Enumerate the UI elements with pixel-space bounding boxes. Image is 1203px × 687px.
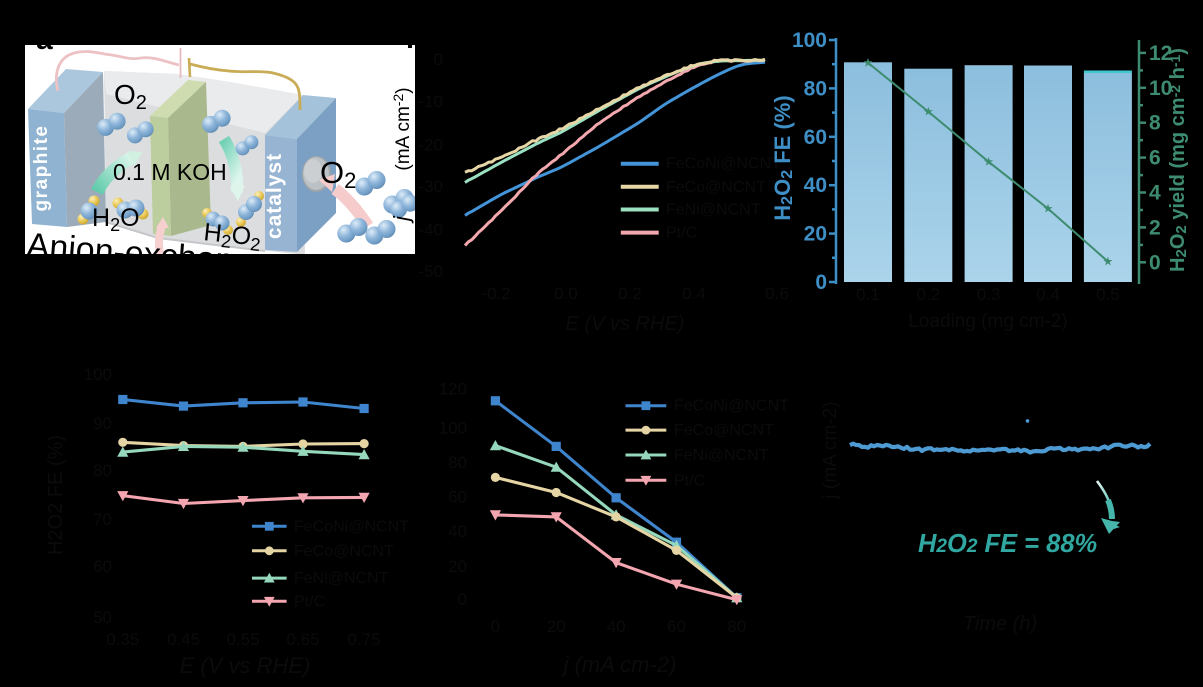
svg-text:20: 20 <box>448 557 467 576</box>
svg-text:H2O2 yield (mg cm-2 h-1): H2O2 yield (mg cm-2 h-1) <box>1167 48 1190 272</box>
svg-text:FeCoNi@NCNT: FeCoNi@NCNT <box>294 518 409 535</box>
svg-text:70: 70 <box>93 510 112 529</box>
svg-text:0.45: 0.45 <box>167 630 200 649</box>
svg-text:0.65: 0.65 <box>286 630 319 649</box>
svg-text:j (mA cm-2): j (mA cm-2) <box>561 652 677 677</box>
svg-text:FeNi@NCNT: FeNi@NCNT <box>674 447 769 464</box>
svg-text:80: 80 <box>804 77 827 100</box>
svg-text:-20: -20 <box>418 136 443 155</box>
svg-text:E (V vs RHE): E (V vs RHE) <box>180 653 311 678</box>
svg-text:100: 100 <box>439 418 467 437</box>
svg-text:80: 80 <box>93 461 112 480</box>
svg-text:0.2: 0.2 <box>618 284 642 303</box>
svg-text:8: 8 <box>1149 112 1161 135</box>
svg-text:100: 100 <box>84 365 112 384</box>
svg-text:H2O2 FE = 88%: H2O2 FE = 88% <box>918 530 1097 558</box>
svg-text:H2O2 FE (%): H2O2 FE (%) <box>45 435 67 555</box>
svg-text:0.55: 0.55 <box>226 630 259 649</box>
svg-text:40: 40 <box>804 174 827 197</box>
svg-text:4: 4 <box>1149 182 1161 205</box>
svg-text:catalyst: catalyst <box>263 153 286 239</box>
svg-text:Pt/C: Pt/C <box>294 593 325 610</box>
svg-text:graphite: graphite <box>31 125 52 212</box>
svg-text:FeCo@NCNT: FeCo@NCNT <box>294 543 394 560</box>
svg-text:80: 80 <box>448 453 467 472</box>
svg-text:j (mA cm-2): j (mA cm-2) <box>820 401 841 499</box>
svg-text:-50: -50 <box>418 262 443 281</box>
svg-text:40: 40 <box>448 522 467 541</box>
svg-text:-30: -30 <box>418 177 443 196</box>
svg-text:0.2: 0.2 <box>916 285 940 304</box>
svg-text:0.5: 0.5 <box>1096 285 1120 304</box>
svg-text:FeCo@NCNT: FeCo@NCNT <box>674 422 774 439</box>
svg-text:0.75: 0.75 <box>348 630 381 649</box>
svg-text:Pt/C: Pt/C <box>666 225 697 242</box>
svg-text:2: 2 <box>1149 216 1161 239</box>
svg-text:E (V vs RHE): E (V vs RHE) <box>566 313 685 335</box>
svg-text:FeNi@NCNT: FeNi@NCNT <box>294 570 389 587</box>
svg-text:50: 50 <box>93 608 112 627</box>
svg-text:20: 20 <box>547 617 566 636</box>
svg-text:20: 20 <box>804 223 827 246</box>
svg-text:120: 120 <box>439 380 467 399</box>
svg-text:0.1 M KOH: 0.1 M KOH <box>113 159 227 185</box>
svg-text:-10: -10 <box>418 92 443 111</box>
svg-text:0.3: 0.3 <box>977 285 1001 304</box>
svg-text:60: 60 <box>804 126 827 149</box>
svg-text:-40: -40 <box>418 221 443 240</box>
svg-text:10: 10 <box>1149 77 1172 100</box>
svg-text:Loading (mg cm-2): Loading (mg cm-2) <box>908 311 1067 332</box>
svg-text:-0.2: -0.2 <box>481 284 510 303</box>
svg-text:FeCoNi@NCNT: FeCoNi@NCNT <box>666 156 781 173</box>
svg-text:0.1: 0.1 <box>856 285 880 304</box>
svg-text:Time (h): Time (h) <box>963 613 1037 635</box>
svg-text:FeNi@NCNT: FeNi@NCNT <box>666 202 761 219</box>
svg-text:0.6: 0.6 <box>765 284 789 303</box>
svg-text:FeCo@NCNT: FeCo@NCNT <box>666 179 766 196</box>
svg-text:6: 6 <box>1149 147 1161 170</box>
svg-text:FeCoNi@NCNT: FeCoNi@NCNT <box>674 398 789 415</box>
svg-text:60: 60 <box>448 488 467 507</box>
svg-text:90: 90 <box>93 414 112 433</box>
svg-text:0: 0 <box>491 617 500 636</box>
svg-text:0.4: 0.4 <box>682 284 706 303</box>
svg-text:12: 12 <box>1149 42 1172 65</box>
svg-text:60: 60 <box>93 557 112 576</box>
svg-text:0: 0 <box>1149 251 1161 274</box>
svg-text:0: 0 <box>815 271 827 294</box>
svg-text:a: a <box>36 23 53 56</box>
svg-text:0: 0 <box>434 50 443 69</box>
svg-text:40: 40 <box>607 617 626 636</box>
svg-text:0.4: 0.4 <box>1036 285 1060 304</box>
svg-text:100: 100 <box>792 29 827 52</box>
svg-text:80: 80 <box>727 617 746 636</box>
svg-text:j: j <box>389 215 414 224</box>
svg-text:Pt/C: Pt/C <box>674 472 705 489</box>
svg-text:0.35: 0.35 <box>106 630 139 649</box>
svg-text:60: 60 <box>667 617 686 636</box>
svg-text:0: 0 <box>458 590 467 609</box>
svg-text:0.0: 0.0 <box>554 284 578 303</box>
